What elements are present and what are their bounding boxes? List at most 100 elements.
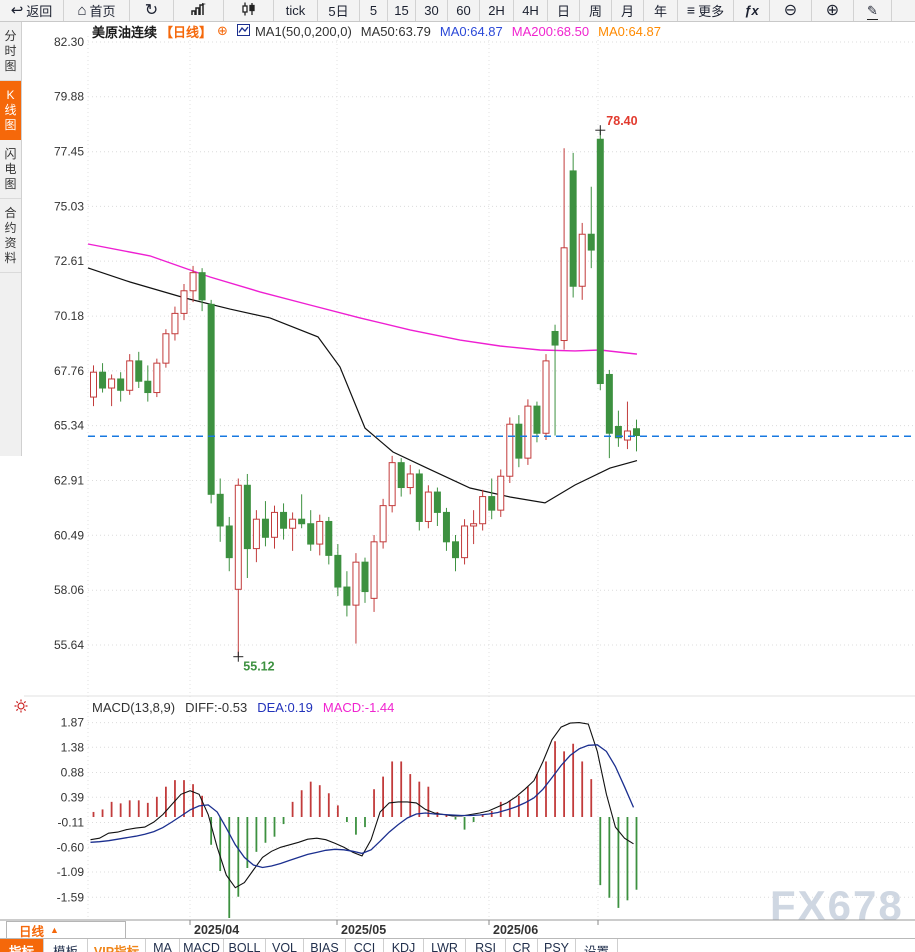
toolbar-item-label: 年	[653, 4, 667, 19]
candle	[189, 272, 197, 292]
toolbar-item-interval-2h[interactable]: 2H	[480, 0, 514, 21]
toolbar-item-label: 5日	[328, 4, 349, 19]
candle	[488, 496, 496, 511]
toolbar-item-chart-mountain[interactable]	[174, 0, 224, 21]
candle	[234, 484, 242, 590]
indicator-tab-templates[interactable]: 模板	[44, 939, 88, 952]
toolbar-item-interval-60[interactable]: 60	[448, 0, 480, 21]
sidebar-tab-lightning-chart[interactable]: 闪电图	[0, 140, 21, 199]
macd-axis-label: 1.87	[61, 716, 85, 730]
macd-axis-label: -1.09	[57, 865, 85, 879]
zoom-out-icon: ⊖	[783, 1, 798, 19]
indicator-tab-lwr[interactable]: LWR	[424, 939, 466, 952]
indicator-tab-bias[interactable]: BIAS	[304, 939, 346, 952]
price-axis-label: 67.76	[54, 364, 84, 378]
sidebar-tab-time-chart[interactable]: 分时图	[0, 22, 21, 81]
candle	[252, 518, 260, 550]
toolbar-item-interval-week[interactable]: 周	[580, 0, 612, 21]
toolbar-item-interval-30[interactable]: 30	[416, 0, 448, 21]
toolbar-item-home[interactable]: ⌂ 首页	[64, 0, 130, 21]
toolbar-item-label: 4H	[522, 3, 539, 18]
toolbar-item-zoom-in[interactable]: ⊕	[812, 0, 854, 21]
candle	[334, 554, 342, 588]
toolbar-item-chart-candles[interactable]	[224, 0, 274, 21]
toolbar-item-interval-month[interactable]: 月	[612, 0, 644, 21]
line-chart-mini-icon	[236, 23, 250, 39]
candle	[587, 233, 595, 251]
candle	[298, 518, 306, 525]
indicator-tab-psy[interactable]: PSY	[538, 939, 576, 952]
toolbar-item-interval-tick[interactable]: tick	[274, 0, 318, 21]
candle	[406, 473, 414, 489]
indicator-tab-settings[interactable]: 设置	[576, 939, 618, 952]
candle	[243, 484, 251, 550]
indicator-tabs-row: 指标 模板 VIP指标 MA MACD BOLL VOL BIAS CCI KDJ LWR RSI CR…	[0, 938, 915, 952]
toolbar-item-interval-5d[interactable]: 5日	[318, 0, 360, 21]
price-axis-label: 65.34	[54, 419, 84, 433]
toolbar-item-draw[interactable]: ✎	[854, 0, 892, 21]
toolbar-item-more[interactable]: ≡ 更多	[678, 0, 734, 21]
toolbar-item-back[interactable]: ↩ 返回	[0, 0, 64, 21]
candle	[207, 303, 215, 495]
indicator-tab-vol[interactable]: VOL	[266, 939, 304, 952]
macd-axis-label: 0.39	[61, 790, 85, 804]
macd-axis-label: 1.38	[61, 740, 85, 754]
candle	[117, 378, 125, 391]
candle	[108, 378, 116, 389]
candle	[605, 373, 613, 434]
indicator-tab-indicators[interactable]: 指标	[0, 939, 44, 952]
price-axis-label: 58.06	[54, 583, 84, 597]
candle	[388, 462, 396, 507]
indicator-tab-cci[interactable]: CCI	[346, 939, 384, 952]
toolbar-item-label: 30	[424, 3, 439, 18]
ma200-line	[87, 243, 638, 355]
toolbar-item-label: 5	[369, 3, 378, 18]
candle	[542, 360, 550, 434]
candle	[99, 371, 107, 389]
toolbar-item-interval-5[interactable]: 5	[360, 0, 388, 21]
price-axis-label: 75.03	[54, 199, 84, 213]
indicator-tab-rsi[interactable]: RSI	[466, 939, 506, 952]
indicator-tab-kdj[interactable]: KDJ	[384, 939, 424, 952]
period-selector[interactable]: 日线 ▲	[6, 921, 126, 939]
toolbar-item-zoom-out[interactable]: ⊖	[770, 0, 812, 21]
toolbar-item-refresh[interactable]: ↻	[130, 0, 174, 21]
toolbar-item-label: 周	[588, 4, 602, 19]
indicator-tab-boll[interactable]: BOLL	[224, 939, 266, 952]
toolbar-item-label: 月	[620, 4, 634, 19]
indicator-tab-ma[interactable]: MA	[146, 939, 180, 952]
watermark: FX678	[770, 882, 904, 929]
indicator-settings-icon[interactable]	[13, 698, 29, 719]
candle	[171, 312, 179, 335]
macd-axis-label: -0.60	[57, 840, 85, 854]
macd-dea-line	[90, 744, 635, 869]
toolbar-item-label: 60	[456, 3, 471, 18]
ma50-value: MA50:63.79	[360, 23, 431, 39]
candle	[470, 523, 478, 527]
candle	[442, 511, 450, 543]
candle	[198, 272, 206, 301]
zoom-in-icon: ⊕	[825, 1, 840, 19]
price-axis-label: 70.18	[54, 309, 84, 323]
toolbar-item-interval-day[interactable]: 日	[548, 0, 580, 21]
candle	[379, 505, 387, 543]
indicator-tab-macd[interactable]: MACD	[180, 939, 224, 952]
top-toolbar: ↩ 返回 ⌂ 首页 ↻ tick 5日 5 15 30 60 2H 4H 日周 月 年 ≡ 更多 ƒx ⊖ ⊕ ✎	[0, 0, 915, 22]
toolbar-item-formula[interactable]: ƒx	[734, 0, 770, 21]
sidebar-tab-contract-info[interactable]: 合约资料	[0, 199, 21, 273]
candle	[271, 511, 278, 538]
add-overlay-icon[interactable]: ⊕	[217, 23, 228, 38]
toolbar-item-interval-15[interactable]: 15	[388, 0, 416, 21]
menu-icon: ≡	[686, 2, 696, 18]
candle	[424, 491, 432, 522]
toolbar-item-interval-year[interactable]: 年	[644, 0, 678, 21]
indicator-tab-vip-indicators[interactable]: VIP指标	[88, 939, 146, 952]
period-tag: 【日线】	[160, 24, 213, 40]
toolbar-item-interval-4h[interactable]: 4H	[514, 0, 548, 21]
candle	[307, 523, 315, 545]
period-selector-label: 日线	[19, 924, 45, 939]
indicator-tab-cr[interactable]: CR	[506, 939, 538, 952]
fx-icon: ƒx	[744, 3, 759, 18]
